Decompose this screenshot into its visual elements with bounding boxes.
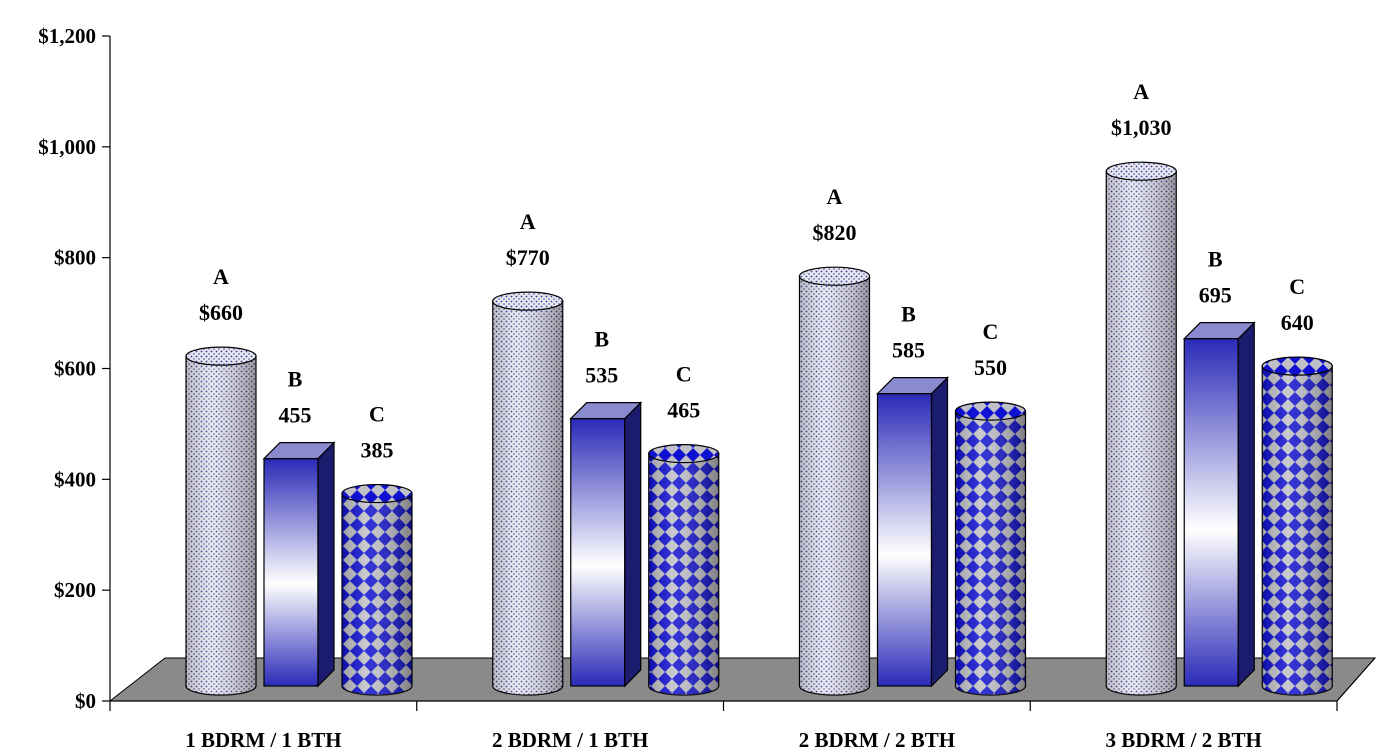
bar-c-2: [648, 443, 720, 696]
label-series-b-4: B: [1208, 247, 1223, 272]
label-series-c-4: C: [1289, 274, 1305, 299]
label-value-b-3: 585: [892, 338, 925, 363]
label-value-a-1: $660: [199, 300, 243, 325]
bar-c-1: [341, 483, 413, 696]
y-tick-label: $1,200: [38, 24, 96, 48]
bar-a-4: [1105, 161, 1177, 696]
label-value-b-4: 695: [1199, 283, 1232, 308]
y-tick-label: $0: [75, 689, 96, 713]
label-series-c-2: C: [676, 362, 692, 387]
bar-b-4: [1182, 321, 1256, 688]
y-tick-label: $800: [54, 246, 96, 270]
x-category-label: 1 BDRM / 1 BTH: [185, 728, 341, 752]
label-series-c-1: C: [369, 402, 385, 427]
x-category-label: 3 BDRM / 2 BTH: [1105, 728, 1261, 752]
label-value-a-3: $820: [813, 220, 857, 245]
bar-b-1: [262, 441, 336, 688]
cylinder-top: [648, 443, 720, 464]
cylinder-top: [492, 291, 564, 311]
box-side: [317, 441, 335, 688]
cylinder-top: [185, 346, 257, 366]
label-series-b-1: B: [288, 367, 303, 392]
bar-c-3: [954, 401, 1027, 696]
bar-b-3: [876, 376, 949, 688]
cylinder-top: [341, 483, 413, 504]
box-front: [876, 393, 933, 687]
box-top: [569, 402, 643, 420]
bar-b-2: [569, 401, 643, 688]
label-series-b-3: B: [901, 302, 916, 327]
label-value-b-1: 455: [279, 403, 312, 428]
cylinder-shade: [955, 411, 1026, 695]
bar-a-1: [185, 346, 257, 696]
cylinder-shade: [492, 301, 563, 695]
y-tick-label: $600: [54, 357, 96, 381]
cylinder-shade: [186, 356, 256, 695]
cylinder-shade: [648, 453, 719, 695]
cylinder-shade: [1106, 171, 1177, 696]
label-value-c-4: 640: [1281, 310, 1314, 335]
label-value-c-1: 385: [361, 438, 394, 463]
y-tick-label: $1,000: [38, 135, 96, 159]
x-category-label: 2 BDRM / 2 BTH: [799, 728, 955, 752]
cylinder-top: [1105, 161, 1177, 181]
bar-a-2: [492, 291, 564, 696]
cylinder-shade: [342, 493, 412, 695]
label-value-a-4: $1,030: [1111, 115, 1172, 140]
box-side: [624, 401, 642, 688]
label-series-a-1: A: [213, 264, 229, 289]
y-tick-label: $400: [54, 467, 96, 491]
box-front: [263, 457, 319, 687]
cylinder-top: [798, 266, 871, 286]
bar-a-3: [798, 266, 871, 696]
label-value-b-2: 535: [585, 363, 618, 388]
box-top: [876, 377, 949, 395]
cylinder-shade: [1262, 366, 1333, 695]
box-front: [570, 418, 626, 687]
label-series-b-2: B: [594, 327, 609, 352]
cylinder-top: [1261, 356, 1333, 376]
bar-c-4: [1261, 356, 1333, 696]
label-series-a-3: A: [827, 184, 843, 209]
label-series-c-3: C: [983, 319, 999, 344]
label-value-a-2: $770: [506, 245, 550, 270]
y-tick-label: $200: [54, 578, 96, 602]
box-top: [262, 441, 336, 460]
label-value-c-2: 465: [667, 398, 700, 423]
box-top: [1182, 322, 1256, 340]
floor-right-edge: [1336, 657, 1376, 702]
label-value-c-3: 550: [974, 355, 1007, 380]
x-category-label: 2 BDRM / 1 BTH: [492, 728, 648, 752]
cylinder-top: [954, 401, 1027, 421]
label-series-a-2: A: [520, 209, 536, 234]
cylinder-shade: [799, 276, 870, 695]
box-front: [1183, 338, 1239, 687]
box-side: [930, 376, 949, 688]
label-series-a-4: A: [1133, 79, 1149, 104]
box-side: [1237, 321, 1255, 688]
